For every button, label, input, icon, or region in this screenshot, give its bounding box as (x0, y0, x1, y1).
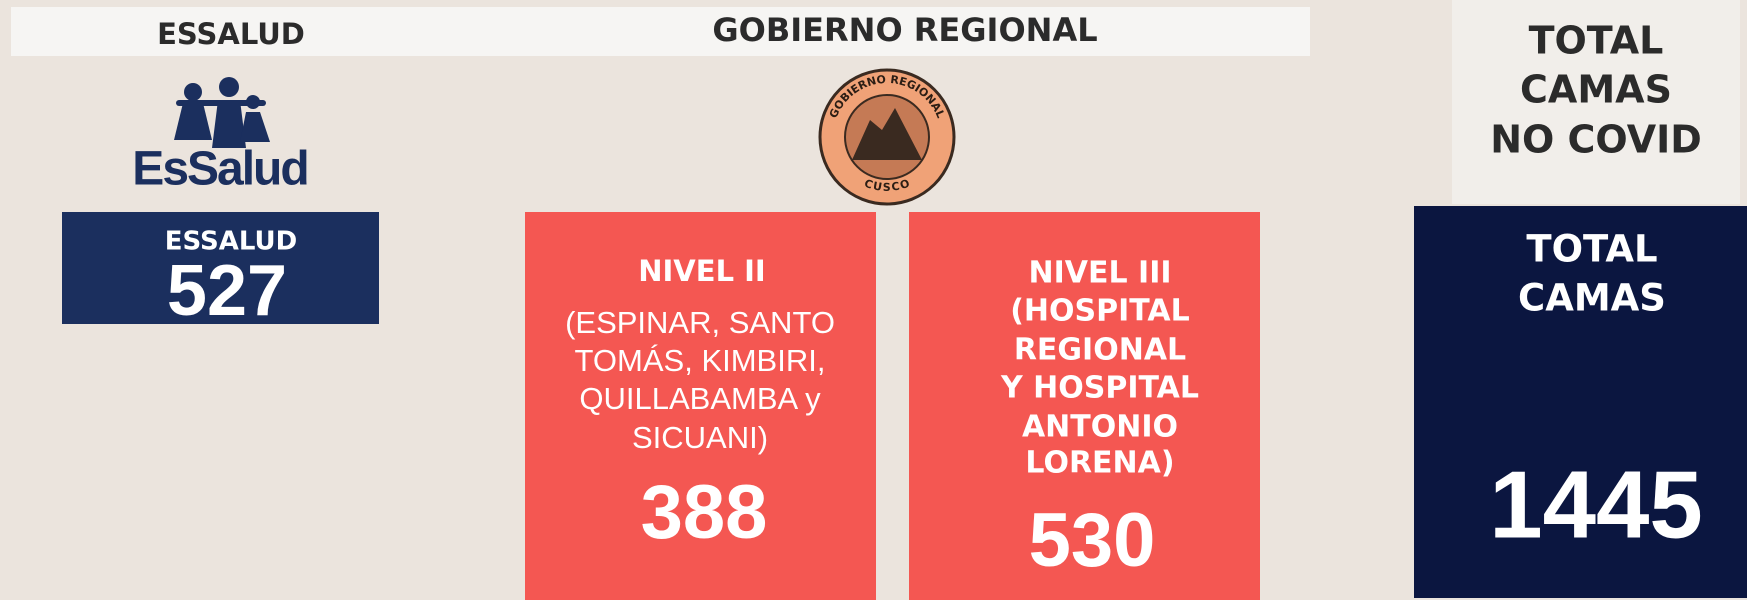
essalud-logo-text: EsSalud (132, 143, 307, 196)
total-card-line: TOTAL (1526, 228, 1657, 271)
total-card-value: 1445 (1489, 451, 1703, 558)
nivel3-card (909, 212, 1260, 600)
total-header-line: NO COVID (1490, 118, 1702, 162)
header-bar (11, 7, 1310, 56)
essalud-logo: EsSalud (132, 77, 310, 196)
total-card-line: CAMAS (1518, 277, 1666, 320)
header-gobierno: GOBIERNO REGIONAL (712, 11, 1097, 49)
nivel3-line: REGIONAL (1014, 333, 1186, 368)
gobierno-logo: GOBIERNO REGIONAL CUSCO (818, 68, 956, 206)
total-header-line: CAMAS (1520, 68, 1672, 112)
nivel2-title: NIVEL II (638, 254, 765, 288)
header-essalud: ESSALUD (157, 17, 305, 51)
total-header-line: TOTAL (1529, 19, 1664, 63)
nivel3-line: (HOSPITAL (1010, 294, 1190, 329)
nivel2-desc: QUILLABAMBA y (579, 381, 821, 416)
nivel3-line: ANTONIO (1022, 410, 1178, 445)
nivel3-line: LORENA) (1025, 446, 1174, 481)
nivel2-desc: SICUANI) (632, 420, 768, 455)
essalud-card (62, 212, 379, 324)
total-card (1414, 206, 1747, 598)
gobierno-logo-text: CUSCO (863, 177, 912, 194)
nivel2-value: 388 (641, 470, 768, 555)
essalud-card-value: 527 (167, 251, 287, 331)
nivel3-value: 530 (1029, 498, 1156, 583)
gobierno-logo-bottom: CUSCO (863, 177, 912, 194)
nivel2-desc: TOMÁS, KIMBIRI, (575, 343, 826, 378)
nivel2-desc: (ESPINAR, SANTO (565, 305, 835, 340)
nivel2-card (525, 212, 876, 600)
total-header-box (1452, 0, 1740, 204)
nivel3-line: Y HOSPITAL (1000, 371, 1199, 406)
essalud-card-label: ESSALUD (165, 227, 298, 257)
nivel3-line: NIVEL III (1028, 256, 1171, 291)
